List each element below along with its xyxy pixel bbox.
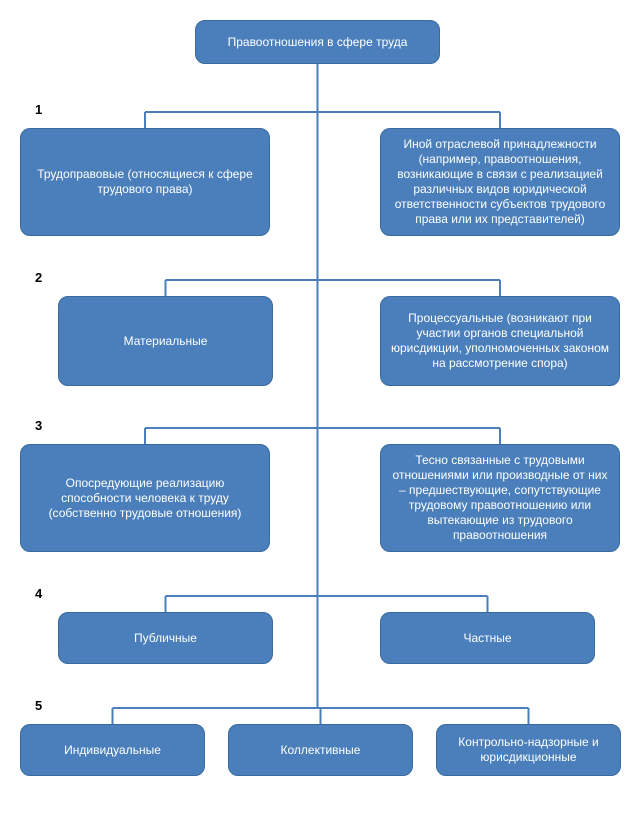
node-text: Публичные <box>134 631 197 646</box>
node-1-left: Трудоправовые (относящиеся к сфере трудо… <box>20 128 270 236</box>
root-node: Правоотношения в сфере труда <box>195 20 440 64</box>
node-4-right: Частные <box>380 612 595 664</box>
level-label-4: 4 <box>35 586 42 601</box>
root-text: Правоотношения в сфере труда <box>228 35 408 50</box>
node-2-left: Материальные <box>58 296 273 386</box>
node-text: Тесно связанные с трудовыми отношениями … <box>389 453 611 543</box>
level-label-5: 5 <box>35 698 42 713</box>
level-label-1: 1 <box>35 102 42 117</box>
node-text: Иной отраслевой принадлежности (например… <box>389 137 611 227</box>
node-5-3: Контрольно-надзорные и юрисдикционные <box>436 724 621 776</box>
node-text: Процессуальные (возникают при участии ор… <box>389 311 611 371</box>
node-1-right: Иной отраслевой принадлежности (например… <box>380 128 620 236</box>
node-text: Трудоправовые (относящиеся к сфере трудо… <box>29 167 261 197</box>
node-text: Коллективные <box>281 743 361 758</box>
node-text: Частные <box>463 631 511 646</box>
node-2-right: Процессуальные (возникают при участии ор… <box>380 296 620 386</box>
level-label-2: 2 <box>35 270 42 285</box>
node-5-2: Коллективные <box>228 724 413 776</box>
connector-layer <box>0 0 641 824</box>
node-text: Опосредующие реализацию способности чело… <box>29 476 261 521</box>
node-text: Контрольно-надзорные и юрисдикционные <box>445 735 612 765</box>
node-text: Индивидуальные <box>64 743 161 758</box>
node-3-right: Тесно связанные с трудовыми отношениями … <box>380 444 620 552</box>
node-text: Материальные <box>124 334 208 349</box>
level-label-3: 3 <box>35 418 42 433</box>
node-3-left: Опосредующие реализацию способности чело… <box>20 444 270 552</box>
node-5-1: Индивидуальные <box>20 724 205 776</box>
node-4-left: Публичные <box>58 612 273 664</box>
